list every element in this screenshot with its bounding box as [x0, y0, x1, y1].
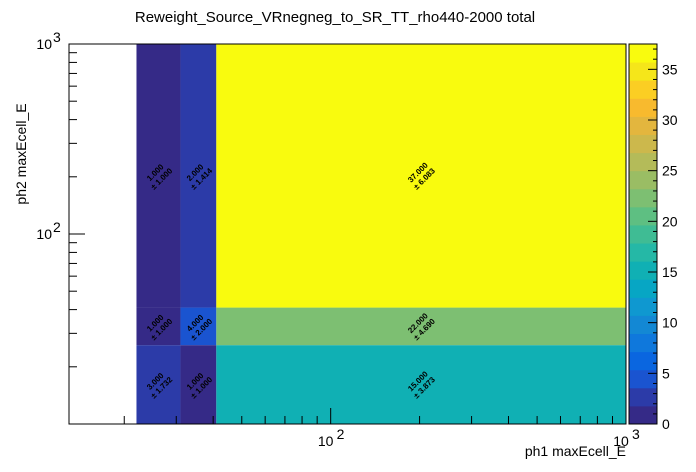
palette-tick-label-1: 5: [662, 365, 670, 381]
heatmap-cells: 3.000± 1.732 1.000± 1.000 15.000± 3.8731.0…: [136, 44, 626, 424]
palette-tick-label-6: 30: [662, 112, 678, 128]
heatmap-cell-8: [216, 44, 626, 308]
x-tick-exponent-0: 2: [337, 426, 345, 442]
heatmap-cell-0: [136, 345, 181, 424]
y-tick-exponent-0: 2: [53, 219, 61, 235]
palette-segment-16: [629, 116, 657, 135]
palette-segment-5: [629, 315, 657, 335]
palette-segment-13: [629, 170, 657, 190]
palette-tick-label-0: 0: [662, 416, 670, 432]
y-tick-label-1: 10: [36, 36, 52, 52]
palette-tick-label-2: 10: [662, 315, 678, 331]
y-tick-label-0: 10: [36, 226, 52, 242]
palette-segment-10: [629, 224, 657, 244]
palette-segment-12: [629, 188, 657, 208]
palette-segment-19: [629, 62, 657, 81]
palette-segment-2: [629, 369, 657, 389]
palette-segment-3: [629, 351, 657, 371]
heatmap-cell-6: [136, 44, 181, 308]
palette-tick-label-3: 15: [662, 264, 678, 280]
heatmap-cell-5: [216, 307, 626, 346]
palette-segment-0: [629, 405, 657, 425]
palette-segment-6: [629, 297, 657, 316]
palette-segment-1: [629, 387, 657, 407]
heatmap-cell-2: [216, 345, 626, 424]
palette-segment-8: [629, 261, 657, 280]
heatmap-cell-4: [180, 307, 217, 346]
palette-tick-label-4: 20: [662, 213, 678, 229]
x-tick-label-0: 10: [318, 433, 334, 449]
x-tick-label-1: 10: [613, 433, 629, 449]
x-axis-title: ph1 maxEcell_E: [525, 443, 626, 459]
palette-segment-14: [629, 152, 657, 172]
palette-frame: [628, 43, 658, 425]
palette-tick-label-7: 35: [662, 61, 678, 77]
x-tick-exponent-1: 3: [632, 426, 640, 442]
palette-segment-15: [629, 134, 657, 154]
palette-segment-9: [629, 243, 657, 262]
palette-segment-11: [629, 206, 657, 226]
palette-tick-label-5: 25: [662, 163, 678, 179]
heatmap-cell-3: [136, 307, 181, 346]
y-tick-exponent-1: 3: [53, 29, 61, 45]
palette-segment-20: [629, 44, 657, 63]
y-axis-title: ph2 maxEcell_E: [13, 103, 29, 204]
chart-title: Reweight_Source_VRnegneg_to_SR_TT_rho440…: [135, 9, 535, 26]
heatmap-cell-7: [180, 44, 217, 308]
x-axis: 10 2 10 3: [123, 408, 640, 449]
color-palette: [628, 43, 658, 425]
color-palette-axis: 0 5 10 15 20 25 30 35: [648, 48, 678, 432]
palette-segment-4: [629, 333, 657, 353]
palette-segment-17: [629, 98, 657, 117]
heatmap-cell-1: [180, 345, 217, 424]
palette-segment-7: [629, 279, 657, 298]
palette-segment-18: [629, 80, 657, 99]
